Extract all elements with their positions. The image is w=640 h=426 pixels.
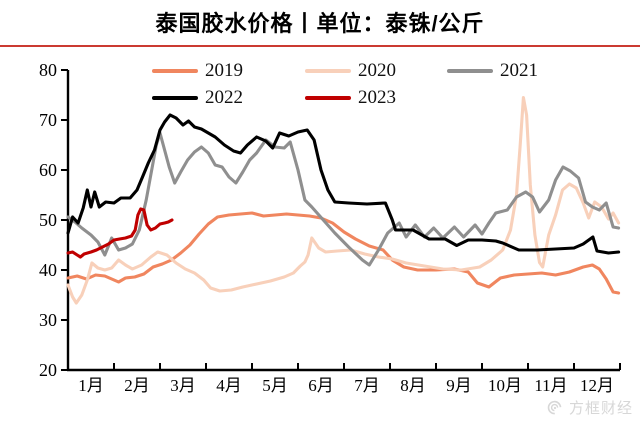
series-line-2023 — [66, 207, 174, 259]
x-axis-tick-label: 7月 — [354, 376, 380, 395]
y-axis-tick-label: 70 — [39, 110, 57, 130]
x-axis-tick-label: 11月 — [534, 376, 567, 395]
title-underline — [0, 45, 640, 47]
y-axis-tick-label: 50 — [39, 210, 57, 230]
y-axis-tick-label: 80 — [39, 60, 57, 80]
series-line-2019 — [66, 211, 621, 295]
x-axis-tick-label: 12月 — [580, 376, 614, 395]
y-axis-tick-label: 60 — [39, 160, 57, 180]
x-axis-tick-label: 8月 — [400, 376, 426, 395]
x-axis-tick-label: 4月 — [216, 376, 242, 395]
x-axis-tick-label: 10月 — [488, 376, 522, 395]
x-axis-tick-label: 1月 — [78, 376, 104, 395]
chart-title: 泰国胶水价格丨单位：泰铢/公斤 — [155, 11, 485, 36]
x-axis-tick-label: 9月 — [446, 376, 472, 395]
x-axis-tick-label: 2月 — [124, 376, 150, 395]
y-axis-tick-label: 20 — [39, 360, 57, 380]
y-axis-tick-label: 30 — [39, 310, 57, 330]
watermark: 方框财经 — [545, 397, 633, 418]
x-axis-tick-label: 3月 — [170, 376, 196, 395]
series-line-2021 — [66, 131, 621, 267]
watermark-text: 方框财经 — [569, 400, 634, 417]
series-line-2022 — [66, 113, 621, 255]
y-axis-tick-label: 40 — [39, 260, 57, 280]
swirl-logo-icon — [547, 400, 562, 414]
series-line-2020 — [66, 95, 621, 305]
x-axis-tick-label: 5月 — [262, 376, 288, 395]
x-axis-tick-label: 6月 — [308, 376, 334, 395]
